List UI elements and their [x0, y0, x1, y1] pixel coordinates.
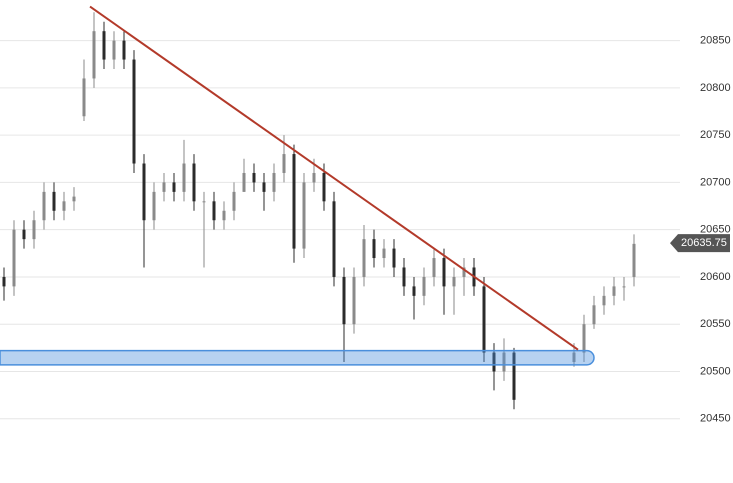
y-tick-label: 20500	[700, 365, 731, 377]
candle-body	[302, 182, 306, 249]
candle-body	[32, 220, 36, 240]
candle-body	[212, 201, 216, 221]
candle-body	[612, 286, 616, 296]
candle-body	[232, 191, 236, 211]
support-zone	[0, 349, 595, 366]
candle-body	[372, 239, 376, 259]
y-tick-label: 20550	[700, 318, 731, 330]
candle-body	[272, 172, 276, 192]
y-tick-label: 20650	[700, 224, 731, 236]
y-tick-label: 20850	[700, 35, 731, 47]
candle-body	[192, 163, 196, 202]
candle-body	[282, 154, 286, 173]
y-tick-label: 20700	[700, 176, 731, 188]
candle-body	[462, 267, 466, 277]
candle-body	[582, 324, 586, 353]
candle-body	[332, 201, 336, 277]
candle-body	[432, 258, 436, 277]
last-price-label: 20635.75	[681, 237, 727, 249]
candle-body	[162, 182, 166, 192]
candle-body	[262, 182, 266, 192]
candle-body	[82, 78, 86, 117]
candle-body	[152, 191, 156, 221]
trendline	[89, 5, 579, 351]
candle-body	[182, 163, 186, 192]
candle-body	[2, 276, 6, 287]
candle-body	[382, 248, 386, 259]
candle-body	[322, 172, 326, 202]
candle-body	[122, 40, 126, 60]
candle-body	[492, 352, 496, 372]
candle-body	[592, 305, 596, 325]
candle-body	[402, 267, 406, 287]
y-tick-label: 20450	[700, 413, 731, 425]
candle-body	[392, 248, 396, 268]
candle-body	[632, 243, 636, 277]
candle-body	[622, 286, 626, 288]
candle-body	[92, 31, 96, 79]
candle-body	[452, 276, 456, 287]
candle-body	[442, 258, 446, 287]
candle-body	[292, 154, 296, 249]
candle-body	[312, 172, 316, 183]
candle-body	[72, 196, 76, 202]
candle-body	[252, 172, 256, 183]
candle-body	[222, 210, 226, 221]
candle-body	[42, 191, 46, 221]
candle-body	[202, 201, 206, 203]
candle-body	[352, 276, 356, 325]
candle-body	[602, 295, 606, 306]
candle-body	[572, 352, 576, 363]
candle-body	[102, 31, 106, 60]
candle-body	[52, 191, 56, 211]
candle-body	[142, 163, 146, 221]
candle-body	[62, 201, 66, 211]
y-tick-label: 20600	[700, 271, 731, 283]
candle-body	[172, 182, 176, 192]
candle-body	[512, 352, 516, 400]
y-tick-label: 20800	[700, 82, 731, 94]
last-price-tag	[670, 234, 730, 253]
candle-body	[362, 239, 366, 277]
candle-body	[132, 59, 136, 164]
candle-body	[12, 229, 16, 287]
candle-body	[502, 352, 506, 372]
candle-body	[412, 286, 416, 296]
candle-body	[422, 276, 426, 296]
candle-body	[112, 40, 116, 60]
candle-body	[482, 286, 486, 353]
candle-body	[342, 276, 346, 325]
y-tick-label: 20750	[700, 129, 731, 141]
candle-body	[22, 229, 26, 240]
candle-body	[242, 172, 246, 192]
